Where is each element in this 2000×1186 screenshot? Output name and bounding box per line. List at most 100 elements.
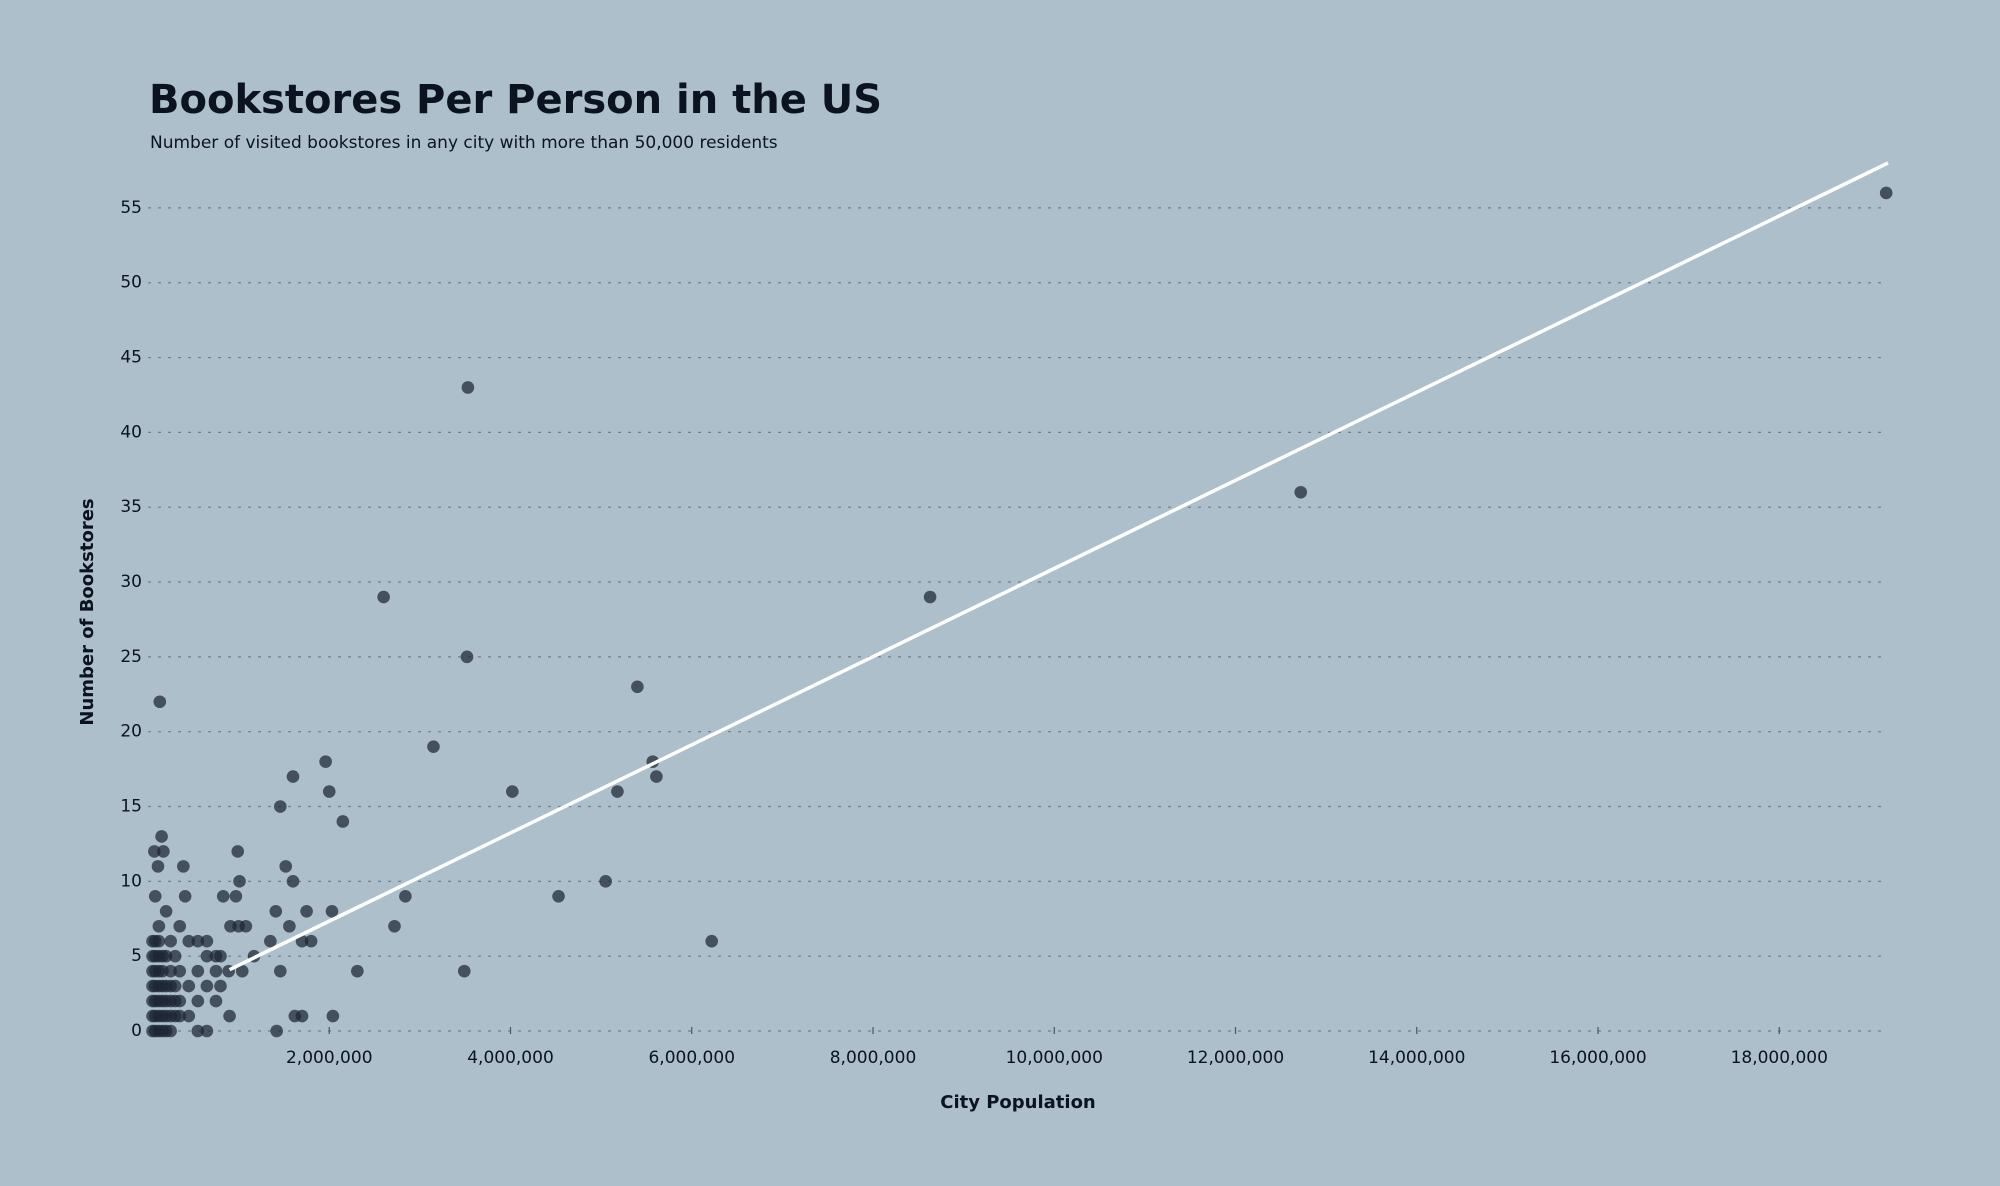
x-tick-label: 2,000,000	[286, 1048, 373, 1068]
data-point	[336, 815, 350, 828]
data-point	[216, 890, 230, 903]
x-tick-label: 10,000,000	[1006, 1048, 1103, 1068]
data-point	[269, 904, 283, 918]
data-point	[631, 680, 644, 694]
data-point	[286, 770, 300, 783]
data-point	[182, 979, 196, 993]
data-point	[283, 919, 296, 933]
trend-line	[228, 161, 1889, 972]
data-point	[164, 964, 177, 978]
data-point	[611, 785, 624, 798]
x-tick-label: 14,000,000	[1368, 1048, 1465, 1068]
data-point	[173, 1009, 187, 1023]
data-point	[191, 1024, 205, 1038]
x-axis-label: City Population	[940, 1092, 1096, 1113]
y-tick-label: 45	[120, 348, 142, 368]
x-tick-label: 12,000,000	[1187, 1048, 1284, 1068]
chart-subtitle: Number of visited bookstores in any city…	[150, 133, 778, 153]
data-point	[200, 979, 214, 993]
data-point	[191, 934, 205, 948]
data-point	[295, 934, 309, 948]
data-point	[319, 755, 332, 768]
data-point	[229, 890, 243, 903]
data-point	[377, 590, 390, 604]
data-point	[322, 785, 336, 798]
data-point	[155, 830, 168, 843]
data-point	[461, 381, 475, 394]
data-point	[178, 890, 192, 903]
y-tick-label: 25	[120, 647, 142, 667]
data-point	[286, 875, 300, 888]
data-point	[152, 934, 166, 948]
data-point	[153, 695, 167, 709]
data-point	[164, 1024, 177, 1038]
data-point	[182, 1009, 196, 1023]
data-point	[300, 904, 313, 918]
data-point	[168, 979, 182, 993]
data-point	[209, 994, 223, 1008]
data-point	[326, 1009, 340, 1023]
data-point	[1294, 485, 1308, 499]
data-point	[164, 934, 177, 948]
x-tick-label: 18,000,000	[1731, 1048, 1828, 1068]
data-point	[157, 845, 170, 858]
data-point	[270, 1024, 283, 1038]
y-tick-label: 55	[120, 198, 142, 218]
data-point	[168, 949, 182, 963]
data-point	[274, 800, 287, 813]
data-point	[239, 919, 253, 933]
y-tick-label: 20	[120, 722, 142, 742]
data-point	[325, 904, 339, 918]
data-point	[457, 964, 471, 978]
data-point	[923, 590, 937, 604]
data-point	[159, 949, 173, 963]
y-axis-label: Number of Bookstores	[77, 498, 98, 725]
data-point	[1879, 186, 1893, 200]
data-point	[233, 875, 246, 888]
data-point	[388, 919, 401, 933]
data-point	[200, 1024, 214, 1038]
chart-title: Bookstores Per Person in the US	[149, 77, 882, 123]
data-point	[152, 919, 166, 933]
y-tick-label: 5	[131, 946, 142, 966]
data-point	[427, 740, 440, 753]
x-tick-label: 6,000,000	[648, 1048, 735, 1068]
y-tick-label: 35	[120, 497, 142, 517]
data-point	[173, 964, 187, 978]
data-point	[351, 964, 364, 978]
data-point	[279, 860, 293, 873]
y-tick-label: 10	[120, 871, 142, 891]
data-point	[264, 934, 277, 948]
data-point	[274, 964, 287, 978]
data-point	[209, 964, 223, 978]
data-point	[214, 979, 227, 993]
data-point	[177, 860, 190, 873]
data-point	[148, 845, 161, 858]
data-point	[223, 1009, 236, 1023]
data-point	[159, 904, 173, 918]
data-point	[295, 1009, 309, 1023]
data-point	[399, 890, 412, 903]
x-tick-label: 4,000,000	[467, 1048, 554, 1068]
x-tick-label: 16,000,000	[1549, 1048, 1646, 1068]
data-point	[599, 875, 612, 888]
data-point	[191, 994, 205, 1008]
data-point	[235, 964, 249, 978]
data-point	[650, 770, 663, 783]
data-point	[231, 845, 245, 858]
data-point	[705, 934, 718, 948]
data-point	[148, 890, 162, 903]
data-point	[151, 860, 165, 873]
y-tick-label: 30	[120, 572, 142, 592]
data-point	[191, 964, 205, 978]
data-point	[304, 934, 318, 948]
data-point	[460, 650, 474, 664]
y-tick-label: 15	[120, 797, 142, 817]
data-point	[173, 994, 187, 1008]
y-tick-label: 40	[120, 422, 142, 442]
data-point	[200, 934, 214, 948]
data-point	[506, 785, 519, 798]
x-tick-label: 8,000,000	[830, 1048, 917, 1068]
